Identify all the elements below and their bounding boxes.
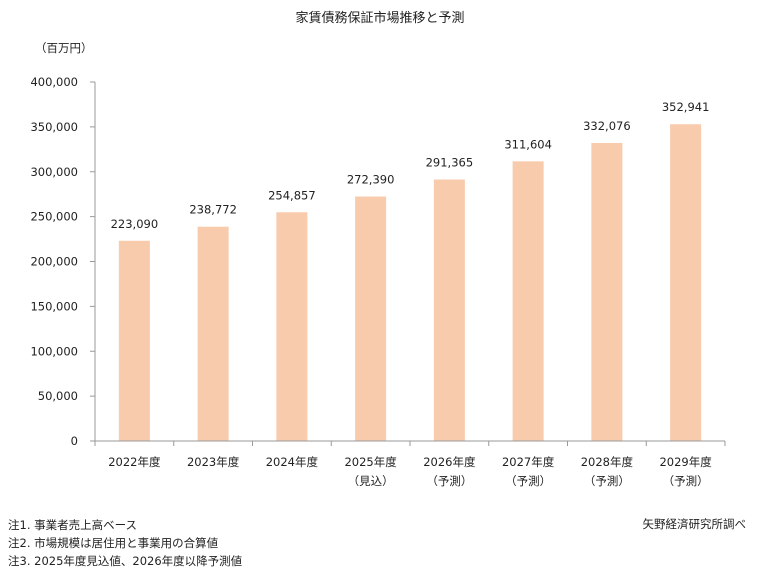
data-label: 311,604	[504, 137, 552, 151]
data-label: 332,076	[583, 119, 631, 133]
source-credit: 矢野経済研究所調べ	[642, 517, 747, 531]
footnotes: 注1. 事業者売上高ベース 注2. 市場規模は居住用と事業用の合算値 注3. 2…	[8, 516, 242, 570]
footnote-3: 注3. 2025年度見込値、2026年度以降予測値	[8, 554, 243, 568]
x-tick-label: 2022年度	[108, 455, 161, 469]
y-tick-label: 0	[71, 434, 78, 448]
x-tick-sublabel: （見込）	[348, 474, 394, 488]
bar	[591, 142, 623, 441]
bar	[670, 124, 702, 442]
x-tick-label: 2027年度	[502, 455, 555, 469]
bar-chart: 家賃債務保証市場推移と予測 （百万円） 0 50,000 100,000 150,00…	[30, 10, 726, 488]
y-axis: 0 50,000 100,000 150,000 200,000 250,000 300,0…	[30, 75, 96, 448]
bars-group: 223,090 238,772 254,857 272,390 291,365 311,6…	[111, 100, 710, 442]
y-tick-label: 150,000	[30, 299, 78, 313]
x-tick-sublabel: （予測）	[584, 474, 630, 488]
y-tick-label: 50,000	[38, 389, 78, 403]
bar	[512, 161, 544, 442]
data-label: 352,941	[662, 100, 710, 114]
y-tick-label: 100,000	[30, 344, 78, 358]
x-tick-label: 2026年度	[423, 455, 476, 469]
x-tick-label: 2028年度	[581, 455, 634, 469]
bar	[118, 240, 150, 441]
x-tick-label: 2024年度	[266, 455, 319, 469]
data-label: 238,772	[189, 203, 237, 217]
y-unit-label: （百万円）	[35, 41, 93, 55]
data-label: 254,857	[268, 188, 316, 202]
x-tick-sublabel: （予測）	[426, 474, 472, 488]
x-tick-sublabel: （予測）	[505, 474, 551, 488]
data-label: 291,365	[426, 155, 474, 169]
y-tick-label: 250,000	[30, 210, 78, 224]
data-label: 272,390	[347, 173, 395, 187]
y-tick-label: 350,000	[30, 120, 78, 134]
chart-title: 家賃債務保証市場推移と予測	[295, 10, 464, 26]
x-axis: 2022年度 2023年度 2024年度 2025年度 （見込） 2026年度 （予測） 20…	[94, 440, 726, 488]
x-tick-label: 2025年度	[344, 455, 397, 469]
footnote-1: 注1. 事業者売上高ベース	[8, 518, 138, 532]
y-tick-label: 400,000	[30, 75, 78, 89]
x-tick-label: 2029年度	[659, 455, 712, 469]
y-tick-label: 200,000	[30, 255, 78, 269]
footnote-2: 注2. 市場規模は居住用と事業用の合算値	[8, 536, 219, 550]
bar	[197, 226, 229, 441]
x-tick-label: 2023年度	[187, 455, 240, 469]
data-label: 223,090	[111, 217, 159, 231]
x-tick-sublabel: （予測）	[663, 474, 709, 488]
y-tick-label: 300,000	[30, 165, 78, 179]
bar	[433, 179, 465, 441]
bar	[276, 212, 308, 441]
bar	[355, 196, 387, 441]
